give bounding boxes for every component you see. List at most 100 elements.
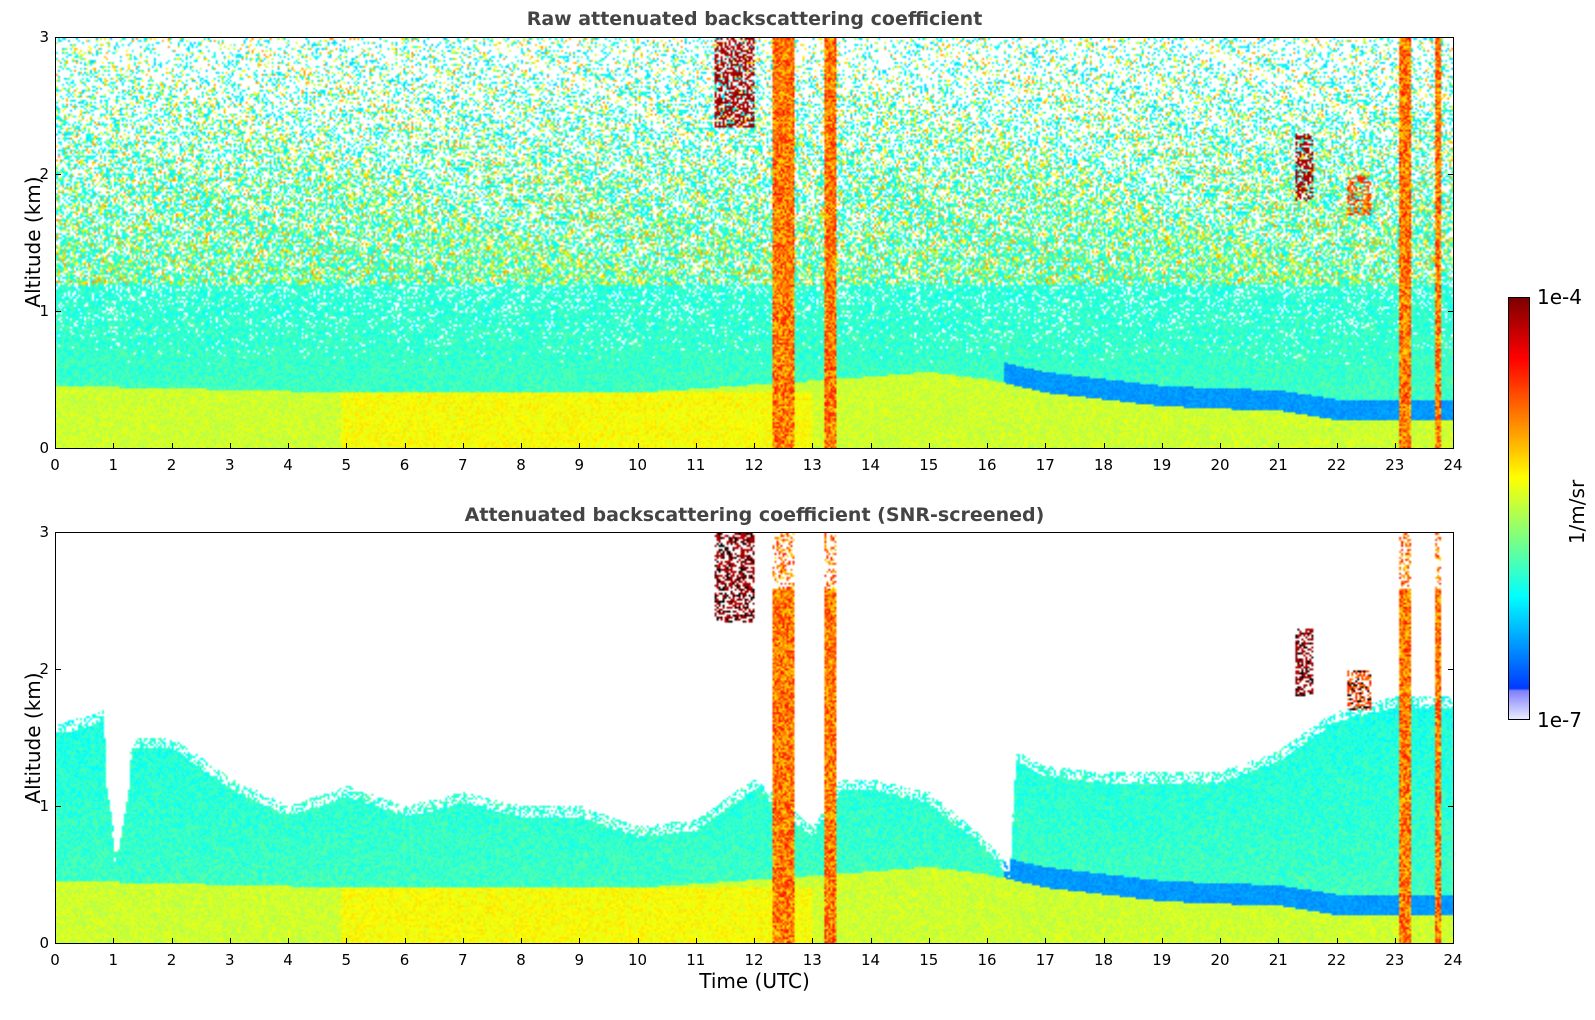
- panel2-x-tick-mark: [1161, 938, 1163, 944]
- panel2-x-tick-mark: [579, 938, 581, 944]
- panel2-x-tick-mark: [870, 938, 872, 944]
- panel1-x-tick-label: 14: [860, 456, 881, 474]
- panel2-heatmap: [55, 532, 1454, 944]
- panel1-x-tick-mark: [55, 443, 56, 449]
- panel1-x-tick-label: 20: [1210, 456, 1230, 474]
- panel1-y-tick-mark: [55, 311, 61, 312]
- panel2-x-tick-mark: [1336, 938, 1338, 944]
- panel1-y-tick-label: 0: [39, 439, 49, 457]
- panel2-y-tick-mark: [1448, 943, 1454, 944]
- panel2-y-tick-mark: [55, 806, 61, 807]
- panel2-x-tick-label: 19: [1152, 951, 1172, 969]
- panel2-x-tick-label: 11: [686, 951, 706, 969]
- panel2-x-tick-label: 6: [399, 951, 410, 969]
- panel2-x-tick-label: 0: [50, 951, 60, 969]
- panel1-x-tick-mark: [229, 443, 231, 449]
- panel1-x-tick-label: 7: [457, 456, 468, 474]
- panel2-title: Attenuated backscattering coefficient (S…: [464, 504, 1045, 526]
- panel2-x-tick-label: 17: [1035, 951, 1055, 969]
- panel1-y-tick-mark: [1448, 311, 1454, 312]
- panel2-x-tick-mark: [1045, 938, 1047, 944]
- panel1-x-tick-label: 15: [919, 456, 939, 474]
- panel1-x-tick-label: 2: [166, 456, 177, 474]
- panel1-x-tick-label: 4: [283, 456, 293, 474]
- panel2-x-tick-mark: [1453, 938, 1454, 944]
- panel2-x-tick-mark: [229, 938, 231, 944]
- panel1-x-tick-mark: [870, 443, 872, 449]
- panel2-y-tick-mark: [1448, 669, 1454, 670]
- panel1-y-tick-label: 2: [39, 165, 49, 183]
- panel1-x-tick-mark: [812, 443, 814, 449]
- panel2-x-tick-label: 1: [108, 951, 119, 969]
- panel2-x-tick-label: 3: [224, 951, 235, 969]
- panel2-x-tick-mark: [754, 938, 755, 944]
- panel1-x-tick-label: 11: [686, 456, 706, 474]
- panel2-x-tick-label: 23: [1385, 951, 1405, 969]
- panel2-x-tick-mark: [637, 938, 639, 944]
- panel2-x-tick-mark: [695, 938, 697, 944]
- panel1-x-tick-mark: [346, 443, 348, 449]
- panel1-x-tick-mark: [637, 443, 639, 449]
- panel2-x-tick-label: 20: [1210, 951, 1230, 969]
- panel1-x-tick-label: 3: [224, 456, 235, 474]
- panel1-x-tick-label: 18: [1093, 456, 1114, 474]
- panel2-x-tick-mark: [1394, 938, 1396, 944]
- panel1-x-tick-mark: [521, 443, 522, 449]
- panel1-x-tick-label: 19: [1152, 456, 1172, 474]
- panel1-x-tick-label: 9: [574, 456, 585, 474]
- panel2-y-tick-mark: [55, 943, 61, 944]
- panel1-x-tick-mark: [754, 443, 755, 449]
- panel1-x-tick-mark: [1453, 443, 1454, 449]
- panel1-x-tick-label: 16: [977, 456, 997, 474]
- panel1-y-tick-label: 1: [39, 302, 49, 320]
- panel1-y-tick-mark: [55, 448, 61, 449]
- panel1-heatmap-canvas: [56, 38, 1453, 448]
- panel1-x-tick-label: 12: [744, 456, 764, 474]
- panel1-x-tick-mark: [1278, 443, 1280, 449]
- panel2-y-tick-mark: [1448, 532, 1454, 533]
- panel2-x-tick-mark: [812, 938, 814, 944]
- panel1-x-tick-label: 13: [802, 456, 822, 474]
- panel2-y-tick-label: 0: [39, 934, 49, 952]
- panel2-x-tick-label: 10: [627, 951, 648, 969]
- panel1-x-tick-label: 10: [627, 456, 648, 474]
- panel1-x-tick-mark: [462, 443, 464, 449]
- panel1-x-tick-mark: [1394, 443, 1396, 449]
- panel2-y-tick-mark: [55, 532, 61, 533]
- panel1-y-tick-label: 3: [39, 28, 49, 46]
- panel2-x-tick-label: 7: [457, 951, 468, 969]
- panel2-y-tick-label: 1: [39, 797, 49, 815]
- panel1-x-tick-mark: [987, 443, 988, 449]
- colorbar-unit-label: 1/m/sr: [1565, 479, 1590, 545]
- panel2-x-tick-label: 5: [341, 951, 352, 969]
- panel1-y-tick-mark: [1448, 174, 1454, 175]
- panel2-x-tick-mark: [55, 938, 56, 944]
- panel2-x-tick-label: 18: [1093, 951, 1114, 969]
- panel1-x-tick-label: 0: [50, 456, 60, 474]
- panel2-x-tick-mark: [171, 938, 173, 944]
- panel1-x-tick-label: 8: [516, 456, 526, 474]
- colorbar: [1508, 297, 1530, 720]
- panel1-title: Raw attenuated backscattering coefficien…: [526, 8, 983, 30]
- panel2-x-tick-mark: [113, 938, 115, 944]
- panel2-y-tick-label: 2: [39, 660, 49, 678]
- panel1-x-tick-label: 1: [108, 456, 119, 474]
- panel2-heatmap-canvas: [56, 533, 1453, 943]
- panel1-x-tick-label: 5: [341, 456, 352, 474]
- panel1-x-tick-mark: [1103, 443, 1105, 449]
- colorbar-gradient: [1509, 298, 1529, 719]
- panel2-y-tick-label: 3: [39, 523, 49, 541]
- panel2-x-tick-label: 21: [1268, 951, 1288, 969]
- panel1-x-tick-label: 24: [1443, 456, 1463, 474]
- panel1-x-tick-label: 6: [399, 456, 410, 474]
- panel1-x-tick-mark: [695, 443, 697, 449]
- panel2-x-tick-mark: [987, 938, 988, 944]
- panel2-x-tick-mark: [462, 938, 464, 944]
- panel2-x-tick-label: 4: [283, 951, 293, 969]
- panel1-x-tick-mark: [1220, 443, 1221, 449]
- panel2-x-tick-mark: [521, 938, 522, 944]
- panel2-y-tick-mark: [55, 669, 61, 670]
- panel2-y-axis-label: Altitude (km): [21, 672, 45, 804]
- panel2-x-tick-label: 12: [744, 951, 764, 969]
- panel1-x-tick-mark: [404, 443, 406, 449]
